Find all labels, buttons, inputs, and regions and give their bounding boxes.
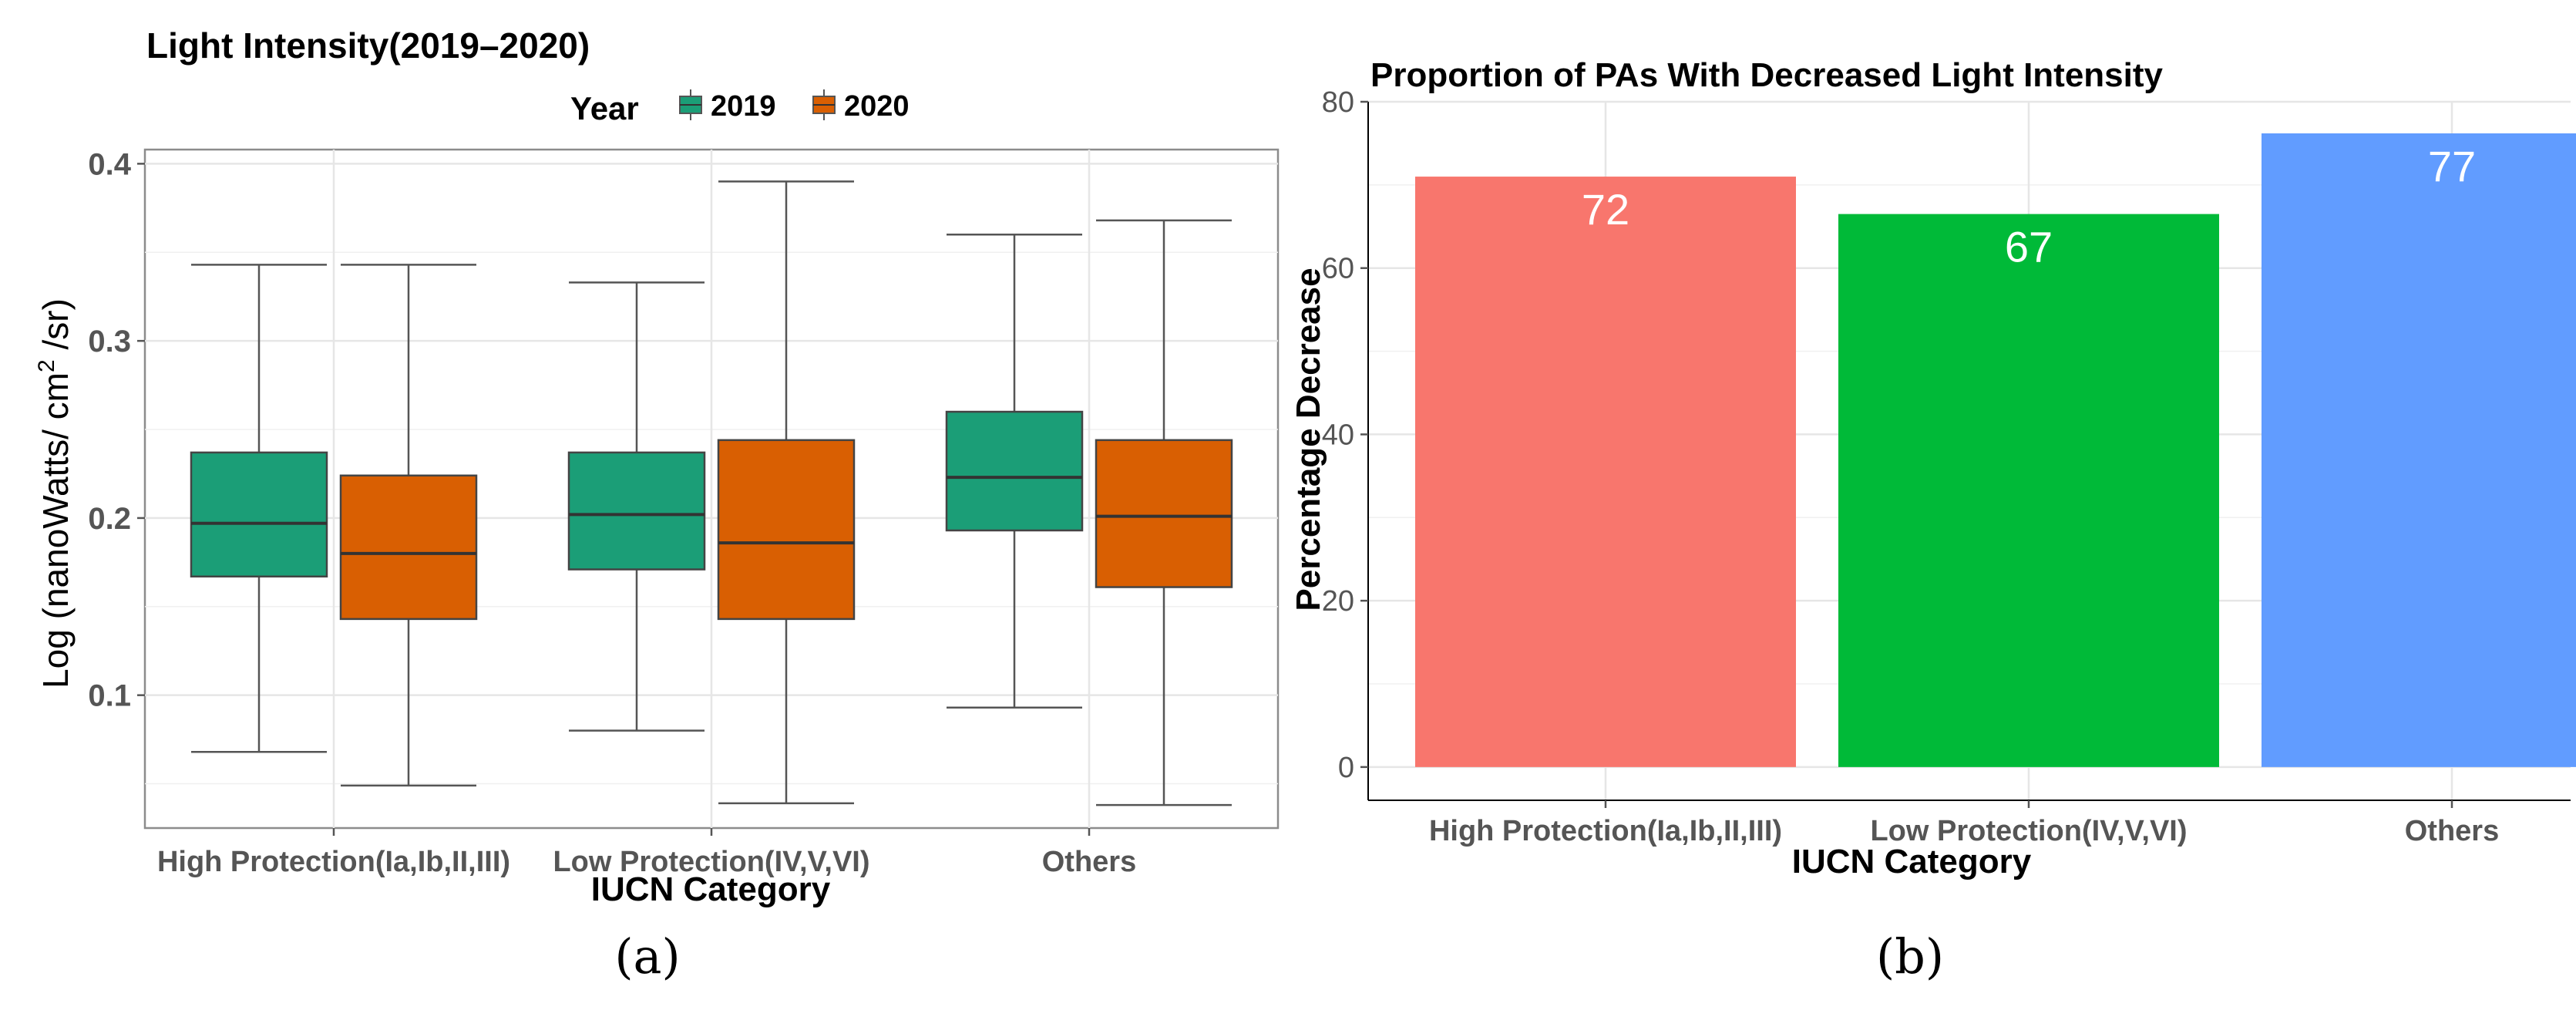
iqr-box <box>717 439 856 621</box>
panel-a-gridlines <box>145 150 1278 828</box>
y-tick-label: 0.2 <box>88 502 131 536</box>
panel-a-title: Light Intensity(2019–2020) <box>146 25 590 66</box>
y-label-prefix: Log (nanoWatts/ cm <box>35 372 76 688</box>
panel-b-y-axis-label: Percentage Decrease <box>1290 268 1327 611</box>
legend-title: Year <box>570 90 639 126</box>
y-tick-label: 0.1 <box>88 679 131 713</box>
bar-1 <box>1415 177 1796 767</box>
y-tick-label: 0.4 <box>88 147 131 181</box>
bar-2 <box>1838 214 2219 767</box>
y-tick-label: 80 <box>1322 86 1354 119</box>
legend-label-2019: 2019 <box>711 90 776 123</box>
box-2019-3 <box>945 234 1084 709</box>
x-tick-label: High Protection(Ia,Ib,II,III) <box>157 846 510 878</box>
bar-data-label: 77 <box>2428 142 2476 190</box>
iqr-box <box>1095 439 1233 588</box>
y-tick-label: 40 <box>1322 419 1354 451</box>
y-label-superscript: 2 <box>34 359 59 372</box>
panel-a-x-ticks: High Protection(Ia,Ib,II,III) Low Protect… <box>157 828 1136 878</box>
bar-data-label: 72 <box>1582 185 1629 234</box>
y-label-suffix: /sr) <box>35 298 76 359</box>
bar-data-label: 67 <box>2005 223 2053 271</box>
panel-b-label: (b) <box>1876 928 1944 985</box>
iqr-box <box>339 474 478 621</box>
y-tick-label: 60 <box>1322 253 1354 285</box>
x-tick-label: Others <box>2405 815 2499 847</box>
panel-a-boxplot: Light Intensity(2019–2020) Year 2019 2020… <box>34 25 1280 985</box>
y-tick-label: 20 <box>1322 585 1354 618</box>
panel-a-y-axis-label: Log (nanoWatts/ cm2 /sr) <box>34 298 76 688</box>
legend-label-2020: 2020 <box>844 90 910 123</box>
panel-a-legend: Year 2019 2020 <box>570 89 910 126</box>
panel-a-y-ticks: 0.1 0.2 0.3 0.4 <box>88 147 145 713</box>
iqr-box <box>945 410 1084 532</box>
x-tick-label: Low Protection(IV,V,VI) <box>1870 815 2187 847</box>
box-2019-2 <box>567 281 706 732</box>
panel-b-x-ticks: High Protection(Ia,Ib,II,III) Low Protect… <box>1429 800 2499 847</box>
panel-b-bar-chart: Proportion of PAs With Decreased Light I… <box>1290 56 2576 985</box>
panel-b-x-axis-label: IUCN Category <box>1792 843 2032 880</box>
box-2020-1 <box>339 264 478 787</box>
panel-a-x-axis-label: IUCN Category <box>591 870 831 908</box>
y-tick-label: 0.3 <box>88 325 131 359</box>
iqr-box <box>567 451 706 571</box>
iqr-box <box>190 451 328 577</box>
x-tick-label: Low Protection(IV,V,VI) <box>553 846 869 878</box>
box-2020-2 <box>717 180 856 805</box>
legend-keys: 2019 2020 <box>679 89 910 123</box>
bar-3 <box>2262 133 2576 767</box>
x-tick-label: Others <box>1042 846 1136 878</box>
panel-a-label: (a) <box>614 928 680 985</box>
x-tick-label: High Protection(Ia,Ib,II,III) <box>1429 815 1782 847</box>
panel-a-boxes <box>190 180 1233 806</box>
box-2020-3 <box>1095 219 1233 806</box>
panel-b-bars: 72 67 77 <box>1415 133 2576 767</box>
panel-b-title: Proportion of PAs With Decreased Light I… <box>1370 56 2164 94</box>
box-2019-1 <box>190 264 328 753</box>
panel-b-y-ticks: 0 20 40 60 80 <box>1322 86 1368 784</box>
y-tick-label: 0 <box>1338 752 1354 784</box>
